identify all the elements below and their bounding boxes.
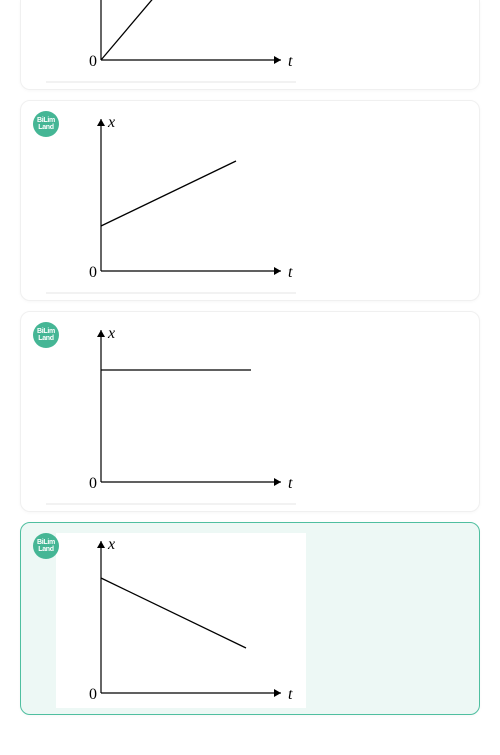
options-list: 0 t BiLim Land 0 t x BiLim Lan <box>0 0 500 755</box>
chart-a: 0 t <box>56 0 306 75</box>
origin-label: 0 <box>89 686 97 703</box>
option-card-b[interactable]: BiLim Land 0 t x <box>20 100 480 301</box>
chart-b: 0 t x <box>56 111 306 286</box>
brand-badge: BiLim Land <box>33 533 59 559</box>
option-card-c[interactable]: BiLim Land 0 t x <box>20 311 480 512</box>
chart-d: 0 t x <box>56 533 306 708</box>
option-card-d[interactable]: BiLim Land 0 t x <box>20 522 480 715</box>
y-axis-label: x <box>107 325 115 342</box>
x-axis-label: t <box>288 53 293 70</box>
card-underline <box>46 503 296 505</box>
origin-label: 0 <box>89 475 97 492</box>
card-underline <box>46 292 296 294</box>
x-axis-label: t <box>288 475 293 492</box>
origin-label: 0 <box>89 264 97 281</box>
option-card-a[interactable]: 0 t <box>20 0 480 90</box>
badge-text: BiLim Land <box>33 117 59 131</box>
brand-badge: BiLim Land <box>33 322 59 348</box>
origin-label: 0 <box>89 53 97 70</box>
y-axis-label: x <box>107 536 115 553</box>
x-axis-label: t <box>288 264 293 281</box>
x-axis-label: t <box>288 686 293 703</box>
chart-c: 0 t x <box>56 322 306 497</box>
card-underline <box>46 81 296 83</box>
brand-badge: BiLim Land <box>33 111 59 137</box>
badge-text: BiLim Land <box>33 539 59 553</box>
badge-text: BiLim Land <box>33 328 59 342</box>
y-axis-label: x <box>107 114 115 131</box>
